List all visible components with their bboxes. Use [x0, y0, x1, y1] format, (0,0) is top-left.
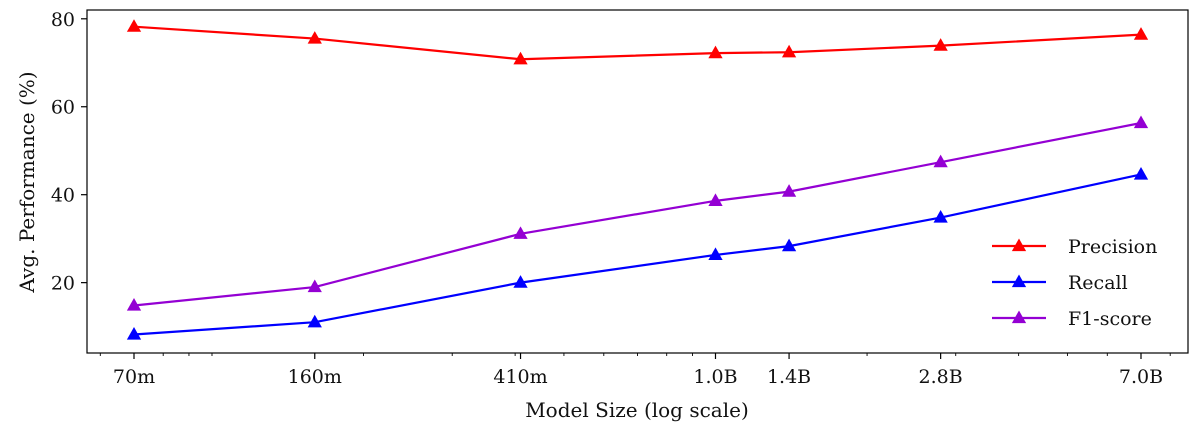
f1-score-point	[1133, 115, 1149, 129]
f1-score-point	[307, 279, 322, 293]
precision-line	[133, 25, 1142, 61]
recall-point	[708, 247, 723, 261]
legend-precision-marker	[1011, 238, 1027, 252]
legend-recall-marker	[1011, 274, 1027, 288]
recall-point	[781, 238, 797, 252]
x-tick-label: 70m	[113, 366, 155, 388]
x-axis-label: Model Size (log scale)	[525, 398, 749, 422]
legend: Precision Recall F1-score	[980, 230, 1176, 336]
f1-score-point	[781, 184, 797, 197]
x-tick-label: 410m	[493, 366, 547, 388]
precision-point	[307, 31, 322, 44]
x-tick-label: 1.0B	[693, 366, 737, 388]
y-axis-label: Avg. Performance (%)	[15, 71, 39, 293]
precision-point	[513, 51, 528, 65]
x-tick-label: 1.4B	[767, 366, 811, 388]
x-tick-label: 7.0B	[1119, 366, 1163, 388]
y-tick-label: 60	[51, 97, 75, 119]
legend-f1-score-label: F1-score	[1068, 308, 1152, 330]
x-axis: 70m 160m 410m 1.0B 1.4B 2.8B 7.0B	[99, 353, 1171, 388]
recall-point	[126, 327, 142, 340]
series-layer	[126, 19, 1149, 340]
precision-point	[708, 45, 723, 59]
f1-score-point	[513, 226, 528, 239]
x-tick-label: 2.8B	[919, 366, 963, 388]
precision-point	[1133, 27, 1149, 40]
f1-score-point	[708, 193, 723, 206]
y-axis: 20 40 60 80	[51, 9, 87, 295]
x-tick-label: 160m	[288, 366, 342, 388]
precision-point	[781, 44, 797, 58]
legend-precision-label: Precision	[1068, 236, 1157, 258]
legend-recall-label: Recall	[1068, 272, 1128, 294]
f1-score-point	[933, 154, 948, 168]
f1-score-point	[126, 298, 142, 311]
recall-point	[513, 275, 528, 288]
recall-point	[1133, 166, 1149, 180]
y-tick-label: 80	[51, 9, 75, 31]
y-tick-label: 40	[51, 185, 75, 207]
precision-point	[933, 38, 948, 51]
y-tick-label: 20	[51, 273, 75, 295]
legend-f1-score-marker	[1011, 310, 1027, 324]
precision-point	[126, 19, 142, 32]
recall-point	[307, 314, 322, 328]
recall-point	[933, 210, 948, 223]
